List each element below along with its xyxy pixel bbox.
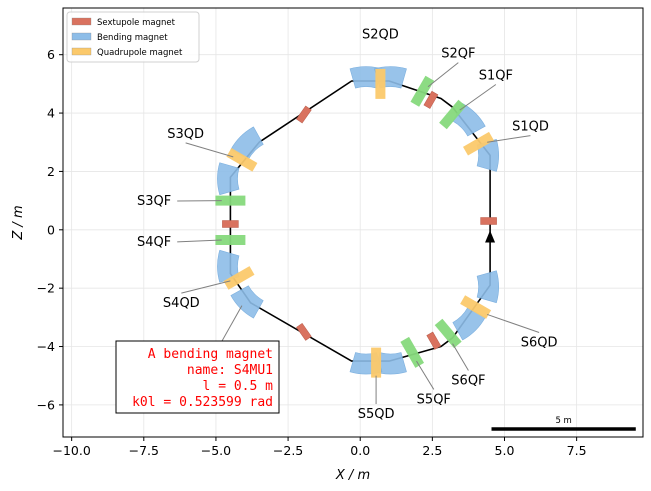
y-tick-label: 4 xyxy=(47,106,55,121)
legend-entry-label: Sextupole magnet xyxy=(97,18,176,28)
x-tick-label: −7.5 xyxy=(129,443,159,458)
y-axis-label: Z / m xyxy=(11,205,26,240)
sextupole-magnet xyxy=(423,90,439,109)
sextupole-magnet xyxy=(426,331,442,350)
label-leader-line xyxy=(416,360,435,390)
element-label: S2QD xyxy=(362,28,399,43)
legend-swatch xyxy=(71,17,92,26)
sextupole-magnet xyxy=(480,217,497,225)
plot-frame xyxy=(62,7,644,438)
quadrupole-magnet xyxy=(375,68,386,99)
magnet-layer xyxy=(215,66,499,378)
grid xyxy=(63,8,643,437)
bending-magnet-shape xyxy=(217,162,240,196)
label-leader-line xyxy=(427,62,459,88)
quadrupole-magnet xyxy=(223,266,255,290)
legend-entry-label: Quadrupole magnet xyxy=(97,48,183,58)
annotation-line: l = 0.5 m xyxy=(203,379,274,394)
quadrupole-magnet xyxy=(439,99,467,130)
annotation-box xyxy=(115,340,280,414)
element-label: S5QD xyxy=(358,407,395,422)
x-tick-label: 2.5 xyxy=(422,443,442,458)
label-leader-line xyxy=(452,343,469,371)
element-label: S1QD xyxy=(512,120,549,135)
x-tick-label: 7.5 xyxy=(567,443,587,458)
y-tick-label: −2 xyxy=(37,281,55,296)
label-leader-line xyxy=(487,135,531,143)
element-label: S2QF xyxy=(441,47,475,62)
bending-magnet xyxy=(217,249,240,283)
quadrupole-magnet xyxy=(410,75,435,107)
element-label: S6QD xyxy=(521,336,558,351)
quadrupole-magnet xyxy=(226,147,258,172)
scale-bar-label: 5 m xyxy=(555,416,571,426)
element-label: S4QF xyxy=(137,235,171,250)
y-tick-label: 0 xyxy=(47,222,55,237)
element-label: S3QF xyxy=(137,194,171,209)
label-leader-line xyxy=(177,239,222,243)
annotation-line: name: S4MU1 xyxy=(187,363,273,378)
sextupole-magnet xyxy=(222,220,239,228)
bending-magnet-shape xyxy=(230,126,264,160)
bending-magnet-shape xyxy=(217,249,240,283)
element-label: S4QD xyxy=(163,296,200,311)
quadrupole-magnet xyxy=(460,295,492,319)
sextupole-magnet xyxy=(296,105,312,124)
bending-magnet-shape xyxy=(230,285,264,319)
legend: Sextupole magnet Bending magnet Quadrupole… xyxy=(66,11,200,63)
annotation-line: A bending magnet xyxy=(148,347,273,362)
x-tick-label: −10.0 xyxy=(53,443,91,458)
element-label: S6QF xyxy=(451,373,485,388)
bending-magnet-shape xyxy=(476,139,499,172)
legend-box xyxy=(66,11,200,63)
y-tick-label: 2 xyxy=(47,164,55,179)
legend-swatch xyxy=(71,32,92,41)
bending-magnet xyxy=(452,307,486,341)
legend-swatch xyxy=(71,47,92,56)
quadrupole-magnet xyxy=(371,347,382,378)
label-leader-line xyxy=(181,280,231,294)
x-tick-label: 0.0 xyxy=(350,443,370,458)
bending-magnet xyxy=(230,285,264,319)
bending-magnet xyxy=(230,126,264,160)
scale-bar: 5 m xyxy=(491,416,636,431)
bending-magnet-shape xyxy=(476,270,499,304)
sextupole-magnet xyxy=(296,322,312,341)
legend-entry-label: Bending magnet xyxy=(97,33,168,43)
bending-magnet-shape xyxy=(452,307,486,341)
quadrupole-magnet xyxy=(434,318,462,349)
quadrupole-magnet xyxy=(400,336,425,368)
quadrupole-magnet xyxy=(215,235,246,245)
x-axis-label: X / m xyxy=(335,468,370,483)
quadrupole-magnet xyxy=(215,195,246,206)
label-leader-line xyxy=(487,313,540,334)
element-label: S1QF xyxy=(479,69,513,84)
label-leader-line xyxy=(185,142,234,158)
axes: −10.0 −7.5 −5.0 −2.5 0.0 2.5 5.0 7.5 −6 −4 −2 0 2 4 6 X… xyxy=(11,7,644,483)
bending-magnet xyxy=(476,270,499,304)
element-label: S5QF xyxy=(417,392,451,407)
x-tick-label: −5.0 xyxy=(201,443,231,458)
x-tick-label: 5.0 xyxy=(495,443,515,458)
annotation-pointer xyxy=(221,305,243,342)
y-tick-label: −6 xyxy=(37,397,55,412)
quadrupole-magnet xyxy=(463,131,494,156)
beam-direction-arrow xyxy=(485,230,496,243)
y-tick-label: 6 xyxy=(47,47,55,62)
element-label: S3QD xyxy=(167,127,204,142)
bending-magnet xyxy=(476,139,499,172)
y-tick-label: −4 xyxy=(37,339,55,354)
x-tick-label: −2.5 xyxy=(273,443,303,458)
annotation-line: k0l = 0.523599 rad xyxy=(132,395,273,410)
bending-magnet xyxy=(217,162,240,196)
label-leader-line xyxy=(459,84,497,111)
